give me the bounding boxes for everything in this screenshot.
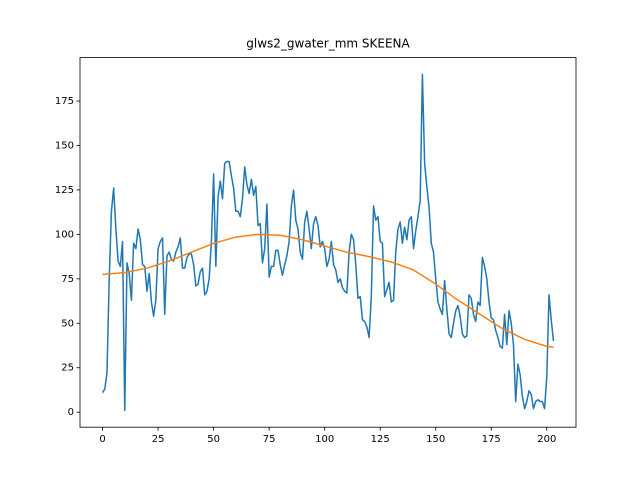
x-tick-label: 125: [371, 434, 390, 445]
x-tick-label: 100: [315, 434, 334, 445]
x-tick-label: 25: [152, 434, 165, 445]
y-tick-label: 125: [55, 185, 74, 196]
x-tick-label: 0: [99, 434, 105, 445]
y-tick-label: 75: [61, 274, 74, 285]
y-tick-label: 175: [55, 96, 74, 107]
plot-frame: [79, 57, 577, 428]
x-tick-label: 175: [482, 434, 501, 445]
x-tick-label: 150: [426, 434, 445, 445]
line-series: [101, 73, 555, 412]
y-tick-label: 50: [61, 318, 74, 329]
line-series: [102, 233, 554, 349]
y-tick-label: 100: [55, 229, 74, 240]
x-tick-label: 50: [207, 434, 220, 445]
chart-title: glws2_gwater_mm SKEENA: [246, 37, 410, 51]
y-tick-label: 150: [55, 141, 74, 152]
y-tick-label: 0: [68, 407, 74, 418]
x-tick-label: 200: [537, 434, 556, 445]
y-tick-label: 25: [61, 363, 74, 374]
x-tick-label: 75: [263, 434, 276, 445]
